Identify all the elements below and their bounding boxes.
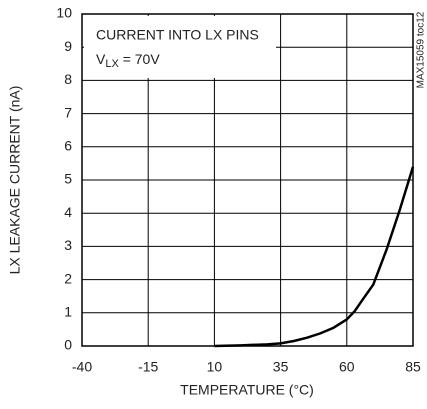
y-tick-label: 0 [64,337,72,353]
annotation-text: CURRENT INTO LX PINS [96,27,259,43]
annotation-subscript: LX [105,58,119,70]
y-tick-label: 5 [64,171,72,187]
y-tick-label: 8 [64,71,72,87]
annotation-symbol: V [96,51,106,67]
x-tick-label: -40 [72,359,92,375]
y-tick-label: 2 [64,270,72,286]
y-tick-label: 4 [64,204,72,220]
data-line [214,166,415,348]
side-note: MAX15059 toc12 [416,11,427,88]
y-tick-label: 1 [64,304,72,320]
y-tick-label: 10 [56,5,72,21]
x-tick-label: 85 [405,359,421,375]
x-tick-label: -15 [138,359,158,375]
x-tick-label: 35 [273,359,289,375]
x-tick-label: 60 [339,359,355,375]
y-tick-label: 3 [64,237,72,253]
x-tick-label: 10 [207,359,223,375]
annotation-box [84,16,276,78]
annotation-equation: = 70V [119,51,161,67]
y-tick-label: 6 [64,138,72,154]
y-axis-label: LX LEAKAGE CURRENT (nA) [7,86,23,275]
annotation-text: VLX = 70V [96,51,160,70]
y-tick-label: 7 [64,104,72,120]
y-tick-label: 9 [64,38,72,54]
x-axis-label: TEMPERATURE (°C) [180,382,314,398]
